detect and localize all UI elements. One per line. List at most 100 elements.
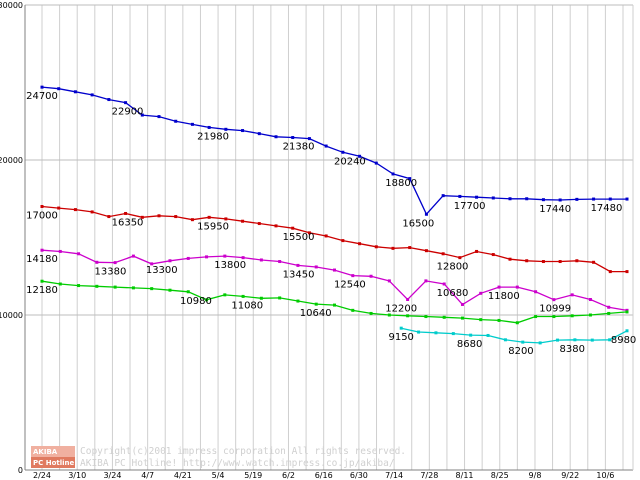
data-labels: 24700 22900 21980 21380 20240 18800 16500 17700… xyxy=(26,91,636,357)
data-label-blue: 18800 xyxy=(385,178,417,189)
data-point-red xyxy=(224,217,228,221)
data-label-blue: 21980 xyxy=(197,131,229,142)
data-point-magenta xyxy=(168,259,172,263)
data-point-green xyxy=(131,286,135,290)
data-point-magenta xyxy=(351,274,355,278)
data-point-red xyxy=(207,215,211,219)
data-label-red: 15950 xyxy=(197,221,229,232)
logo-text-bottom: PC Hotline! xyxy=(33,459,77,467)
data-point-blue xyxy=(73,90,77,94)
data-point-blue xyxy=(441,194,445,198)
data-point-magenta xyxy=(205,255,209,259)
data-point-green xyxy=(351,308,355,312)
data-label-blue: 20240 xyxy=(334,156,366,167)
data-label-red: 15500 xyxy=(283,232,315,243)
data-point-blue xyxy=(124,101,128,105)
data-point-blue xyxy=(525,197,529,201)
data-point-cyan xyxy=(469,333,473,337)
data-point-green xyxy=(314,302,318,306)
axes xyxy=(24,5,634,471)
data-point-blue xyxy=(508,197,512,201)
data-point-red xyxy=(140,215,144,219)
data-point-cyan xyxy=(538,341,542,345)
data-point-cyan xyxy=(399,326,403,330)
data-point-blue xyxy=(625,197,629,201)
data-point-magenta xyxy=(150,262,154,266)
data-point-green xyxy=(113,285,117,289)
data-point-green xyxy=(460,316,464,320)
data-point-magenta xyxy=(497,285,501,289)
data-point-blue xyxy=(374,161,378,165)
copyright-line: Copyright(c)2001 impress corporation All… xyxy=(80,446,406,457)
data-point-blue xyxy=(391,172,395,176)
data-point-red xyxy=(341,239,345,243)
data-point-red xyxy=(190,218,194,222)
data-label-magenta: 13380 xyxy=(95,267,127,278)
data-point-magenta xyxy=(369,274,373,278)
data-point-magenta xyxy=(259,258,263,262)
data-point-magenta xyxy=(442,282,446,286)
data-label-blue: 17700 xyxy=(454,201,486,212)
data-label-blue: 17480 xyxy=(591,203,623,214)
data-label-blue: 22900 xyxy=(112,107,144,118)
data-point-red xyxy=(174,215,178,219)
x-tick-label: 9/8 xyxy=(529,471,542,480)
data-label-cyan: 8980 xyxy=(611,335,636,346)
data-point-blue xyxy=(341,150,345,154)
data-point-blue xyxy=(541,198,545,202)
data-point-magenta xyxy=(534,290,538,294)
data-point-green xyxy=(515,321,519,325)
data-point-green xyxy=(424,315,428,319)
tick-labels: 0 10000 20000 30000 2/24 3/10 3/24 4/7 4/21 5/4 5/… xyxy=(0,1,614,480)
data-point-blue xyxy=(224,127,228,131)
data-point-blue xyxy=(274,135,278,139)
data-label-green: 12180 xyxy=(26,285,58,296)
x-tick-label: 5/19 xyxy=(244,471,262,480)
x-tick-label: 4/21 xyxy=(174,471,192,480)
data-point-green xyxy=(369,311,373,315)
data-point-red xyxy=(541,260,545,264)
data-point-magenta xyxy=(58,249,62,253)
data-point-red xyxy=(491,253,495,257)
data-point-blue xyxy=(424,212,428,216)
data-point-magenta xyxy=(479,291,483,295)
data-point-red xyxy=(73,208,77,212)
data-point-blue xyxy=(558,198,562,202)
data-point-blue xyxy=(291,136,295,140)
data-point-magenta xyxy=(77,252,81,256)
data-point-red xyxy=(424,249,428,253)
data-point-green xyxy=(223,293,227,297)
data-point-red xyxy=(391,246,395,250)
data-point-green xyxy=(278,296,282,300)
data-point-green xyxy=(205,298,209,302)
series-line-cyan xyxy=(401,327,628,344)
data-point-red xyxy=(90,210,94,214)
data-point-blue xyxy=(241,129,245,133)
data-point-magenta xyxy=(406,298,410,301)
data-point-green xyxy=(387,313,391,317)
data-point-red xyxy=(475,249,479,253)
data-point-blue xyxy=(107,98,111,102)
data-point-green xyxy=(168,288,172,292)
y-tick-label: 30000 xyxy=(0,1,23,10)
data-point-magenta xyxy=(113,261,117,265)
data-point-green xyxy=(570,314,574,318)
data-label-red: 17000 xyxy=(26,211,58,222)
data-point-blue xyxy=(190,122,194,126)
x-tick-label: 6/16 xyxy=(315,471,333,480)
x-tick-label: 7/14 xyxy=(385,471,403,480)
x-tick-label: 9/22 xyxy=(561,471,579,480)
data-point-magenta xyxy=(552,298,556,302)
data-point-green xyxy=(534,315,538,319)
data-label-magenta: 14180 xyxy=(26,254,58,265)
data-point-green xyxy=(333,303,336,307)
data-point-blue xyxy=(157,115,161,119)
data-point-magenta xyxy=(588,298,592,302)
data-point-red xyxy=(625,270,629,274)
data-label-magenta: 10999 xyxy=(539,304,571,315)
data-label-cyan: 8380 xyxy=(560,344,585,355)
data-point-green xyxy=(607,311,611,315)
x-tick-label: 7/28 xyxy=(420,471,438,480)
data-label-magenta: 11800 xyxy=(488,291,520,302)
